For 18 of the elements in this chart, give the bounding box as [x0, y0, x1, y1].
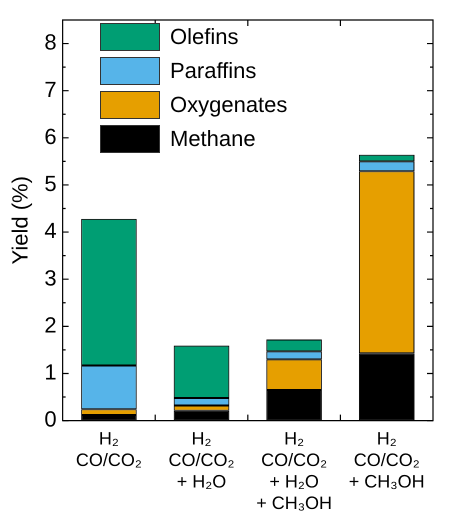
y-tick-label: 1 — [44, 360, 57, 385]
x-tick-label: H₂ CO/CO₂ + H₂O + CH₃OH — [256, 428, 332, 514]
y-axis-title: Yield (%) — [7, 176, 32, 265]
y-tick-label: 8 — [44, 30, 57, 55]
x-tick-label: H₂ CO/CO₂ — [76, 428, 142, 470]
y-tick-label: 4 — [44, 218, 57, 244]
y-tick-label: 5 — [44, 171, 57, 196]
x-tick-label: H₂ CO/CO₂ + H₂O — [168, 428, 235, 492]
x-tick-label: H₂ CO/CO₂ + CH₃OH — [348, 428, 425, 492]
y-tick-label: 3 — [44, 265, 57, 290]
legend-label: Methane — [170, 126, 256, 152]
legend-label: Olefins — [170, 24, 238, 50]
y-tick-label: 7 — [44, 76, 57, 102]
legend-label: Oxygenates — [170, 92, 288, 118]
y-tick-label: 6 — [44, 124, 57, 149]
legend-label: Paraffins — [170, 58, 256, 84]
y-tick-label: 2 — [44, 312, 57, 338]
y-tick-label: 0 — [44, 406, 57, 432]
